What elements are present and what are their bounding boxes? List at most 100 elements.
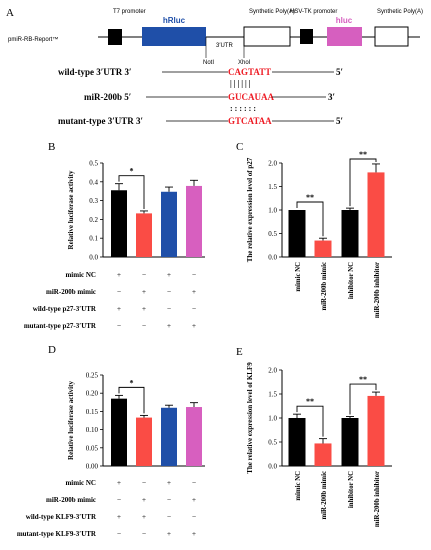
y-tick-label: 1.0: [268, 415, 277, 423]
significance-label: *: [130, 378, 134, 387]
condition-sign: +: [167, 478, 171, 487]
condition-sign: +: [192, 495, 196, 504]
panel-label-b: B: [48, 141, 55, 153]
significance-bracket: [118, 175, 145, 209]
condition-sign: +: [192, 287, 196, 296]
bar: [111, 398, 127, 466]
bar: [186, 185, 202, 257]
y-tick-label: 0.2: [89, 216, 98, 224]
polya2-label: Synthetic Poly(A): [377, 9, 423, 15]
bar: [111, 190, 127, 257]
condition-sign: −: [142, 321, 146, 330]
t7-label: T7 promoter: [113, 9, 146, 15]
hsvtk-label: HSV-TK promoter: [290, 9, 337, 15]
hrluc-box: [142, 27, 206, 46]
condition-sign: +: [117, 270, 121, 279]
category-label: miR-200b inhibitor: [374, 262, 381, 318]
significance-label: **: [306, 397, 314, 406]
condition-sign: +: [117, 304, 121, 313]
y-tick-label: 0.25: [86, 372, 99, 380]
y-tick-label: 2.0: [268, 367, 277, 375]
bar: [161, 191, 177, 257]
bar: [186, 407, 202, 466]
condition-sign: −: [192, 304, 196, 313]
polya2-box: [374, 26, 409, 47]
condition-sign: −: [117, 495, 121, 504]
mir-end: 3′: [328, 92, 335, 102]
significance-bracket: [296, 405, 324, 437]
mismatch-dots: : : : : : :: [230, 104, 256, 113]
condition-sign: +: [142, 495, 146, 504]
condition-sign: +: [142, 304, 146, 313]
y-tick-label: 0.05: [86, 444, 99, 452]
y-tick-label: 0.10: [86, 426, 99, 434]
panel-label-a: A: [6, 7, 14, 19]
condition-sign: −: [142, 478, 146, 487]
y-tick-label: 1.0: [268, 207, 277, 215]
condition-sign: −: [167, 512, 171, 521]
bar: [367, 172, 385, 257]
significance-label: *: [130, 167, 134, 176]
xhoi-label: XhoI: [238, 60, 251, 66]
significance-label: **: [359, 150, 367, 159]
y-tick-label: 0.5: [268, 230, 277, 238]
y-tick-label: 0.5: [268, 439, 277, 447]
y-axis-label: Relative luciferase activity: [67, 170, 75, 249]
condition-sign: +: [117, 478, 121, 487]
wt-end: 5′: [336, 67, 343, 77]
t7-box: [108, 29, 122, 45]
vector-name: pmiR-RB-Report™: [8, 36, 58, 43]
condition-sign: −: [142, 270, 146, 279]
condition-label: mimic NC: [65, 271, 96, 279]
significance-bracket: [296, 201, 324, 237]
condition-sign: −: [192, 478, 196, 487]
bar: [136, 417, 152, 466]
y-tick-label: 0.5: [89, 160, 98, 168]
hsvtk-box: [300, 29, 313, 44]
significance-bracket: [118, 386, 145, 414]
significance-bracket: [349, 383, 377, 415]
condition-sign: −: [117, 287, 121, 296]
category-label: mimic NC: [295, 262, 302, 292]
panel-label-d: D: [48, 344, 56, 356]
hrluc-label: hRluc: [163, 16, 186, 25]
y-tick-label: 1.5: [268, 391, 277, 399]
y-tick-label: 1.5: [268, 183, 277, 191]
mut-utr-label: mutant-type 3′UTR 3′: [58, 116, 143, 126]
mir-seq: GUCAUAA: [228, 92, 274, 102]
bar: [288, 210, 306, 257]
condition-label: mutant-type KLF9-3′UTR: [17, 530, 97, 538]
hluc-box: [327, 27, 362, 46]
bar: [161, 407, 177, 466]
chart-e: 0.0 0.5 1.0 1.5 2.0 The relative expression l…: [246, 362, 392, 527]
chart-b: 0.0 0.1 0.2 0.3 0.4 0.5 Relative luciferase ac…: [67, 160, 205, 262]
y-tick-label: 0.15: [86, 408, 99, 416]
bar: [341, 418, 359, 466]
condition-sign: +: [167, 529, 171, 538]
category-label: inhibitor NC: [348, 471, 355, 508]
y-tick-label: 2.0: [268, 160, 277, 168]
panel-label-e: E: [236, 346, 243, 358]
condition-sign: +: [167, 270, 171, 279]
hluc-label: hluc: [336, 16, 353, 25]
panel-label-c: C: [236, 141, 243, 153]
condition-sign: −: [117, 321, 121, 330]
category-label: miR-200b mimic: [321, 471, 328, 520]
y-tick-label: 0.3: [89, 197, 98, 205]
bar: [288, 418, 306, 466]
condition-sign: +: [117, 512, 121, 521]
condition-sign: −: [142, 529, 146, 538]
utr-label: 3′UTR: [216, 43, 233, 49]
condition-sign: −: [192, 270, 196, 279]
condition-sign: +: [142, 287, 146, 296]
condition-sign: +: [142, 512, 146, 521]
category-label: inhibitor NC: [348, 262, 355, 299]
pair-lines: | | | | | |: [230, 79, 251, 88]
category-label: mimic NC: [295, 471, 302, 501]
condition-label: miR-200b mimic: [46, 288, 96, 296]
condition-sign: +: [192, 529, 196, 538]
condition-sign: −: [192, 512, 196, 521]
significance-label: **: [359, 375, 367, 384]
bar: [367, 395, 385, 466]
